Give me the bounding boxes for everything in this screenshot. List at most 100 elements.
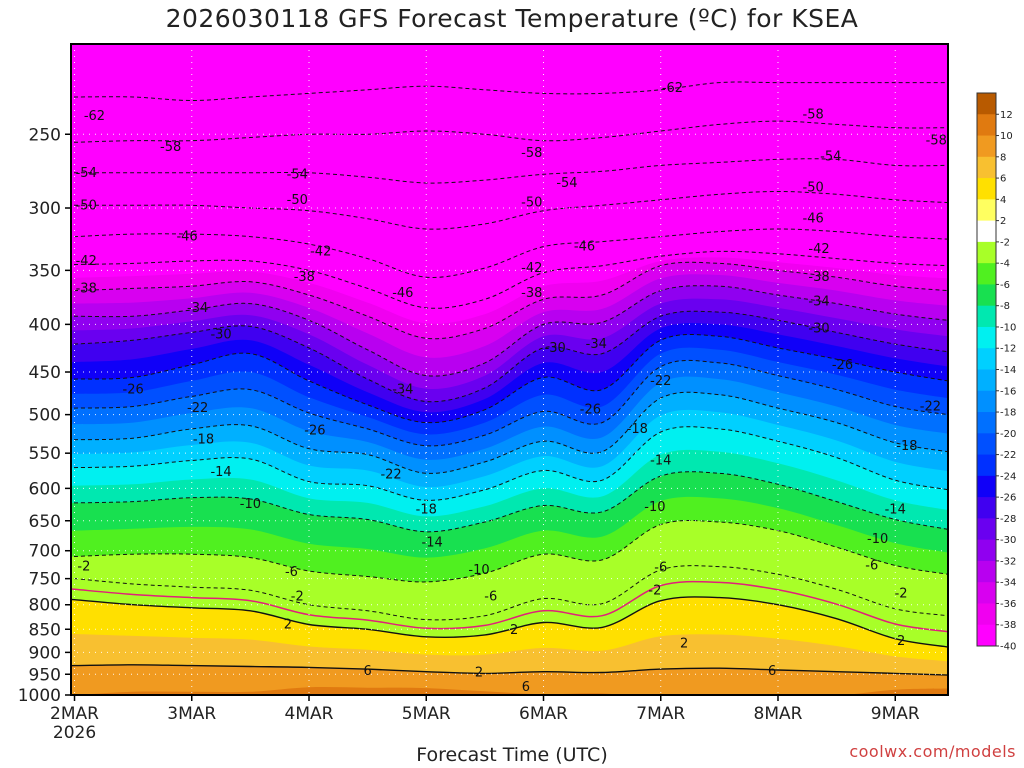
contour-label: -46 bbox=[176, 230, 197, 245]
colorbar-swatch bbox=[977, 263, 996, 285]
isotherm--26 bbox=[71, 333, 948, 424]
contour-label: -54 bbox=[76, 166, 97, 181]
contour-label: -14 bbox=[210, 465, 231, 480]
contour-label: -22 bbox=[920, 399, 941, 414]
colorbar-label--2: -2 bbox=[1000, 237, 1010, 248]
contour-label: -46 bbox=[392, 286, 413, 301]
plot-frame bbox=[70, 43, 949, 696]
colorbar-swatch bbox=[977, 220, 996, 243]
colorbar-label--28: -28 bbox=[1000, 514, 1016, 525]
colorbar-label--6: -6 bbox=[1000, 280, 1010, 291]
contour-label: -2 bbox=[895, 586, 908, 601]
contour-label: -30 bbox=[808, 321, 829, 336]
colorbar-label--24: -24 bbox=[1000, 471, 1016, 482]
x-tick-label-4MAR: 4MAR bbox=[285, 704, 334, 724]
contour-label: -30 bbox=[210, 327, 231, 342]
colorbar-label-2: 2 bbox=[1000, 216, 1006, 227]
freezing-line bbox=[71, 580, 948, 633]
y-tick-label-700: 700 bbox=[29, 542, 61, 562]
contour-label: -38 bbox=[294, 270, 315, 285]
contour-label: -10 bbox=[644, 500, 665, 515]
isotherm--2 bbox=[71, 565, 948, 621]
contour-label: -18 bbox=[627, 422, 648, 437]
colorbar-swatch bbox=[977, 326, 996, 349]
y-tick-label-950: 950 bbox=[29, 665, 61, 685]
isotherm--58 bbox=[71, 120, 948, 143]
contour-label: -6 bbox=[484, 590, 497, 605]
contour-label: -22 bbox=[380, 468, 401, 483]
credit-link[interactable]: coolwx.com/models bbox=[849, 742, 1016, 761]
contour-label: -6 bbox=[654, 561, 667, 576]
contour-label: -54 bbox=[556, 176, 577, 191]
colorbar-label--14: -14 bbox=[1000, 365, 1016, 376]
y-tick-label-350: 350 bbox=[29, 261, 61, 281]
contour-label: -38 bbox=[76, 281, 97, 296]
colorbar-label--18: -18 bbox=[1000, 408, 1016, 419]
isotherm--46 bbox=[71, 228, 948, 278]
colorbar-label-8: 8 bbox=[1000, 152, 1006, 163]
contour-label: 2 bbox=[680, 636, 688, 651]
y-tick-label-600: 600 bbox=[29, 479, 61, 499]
colorbar-swatch bbox=[977, 603, 996, 626]
isotherm-6 bbox=[71, 664, 948, 676]
contour-label: 2 bbox=[510, 623, 518, 638]
contour-label: -2 bbox=[291, 590, 304, 605]
colorbar-label--4: -4 bbox=[1000, 259, 1010, 270]
x-axis-label: Forecast Time (UTC) bbox=[416, 744, 608, 766]
colorbar-swatch bbox=[977, 178, 996, 200]
x-tick-sublabel: 2026 bbox=[53, 723, 96, 743]
contour-label: -26 bbox=[832, 358, 853, 373]
isotherm--6 bbox=[71, 520, 948, 583]
y-tick-label-450: 450 bbox=[29, 363, 61, 383]
contour-label: -10 bbox=[468, 563, 489, 578]
contour-label: -38 bbox=[808, 270, 829, 285]
band-8 bbox=[71, 686, 948, 695]
contour-label: -14 bbox=[650, 453, 671, 468]
contour-label: 2 bbox=[897, 634, 905, 649]
y-tick-label-250: 250 bbox=[29, 125, 61, 145]
isotherm--62 bbox=[71, 81, 948, 102]
colorbar-label--38: -38 bbox=[1000, 620, 1016, 631]
y-tick-label-650: 650 bbox=[29, 512, 61, 532]
y-tick-label-850: 850 bbox=[29, 620, 61, 640]
colorbar-swatch bbox=[977, 348, 996, 370]
contour-label: -30 bbox=[545, 341, 566, 356]
colorbar-label--34: -34 bbox=[1000, 578, 1016, 589]
isotherm--14 bbox=[71, 426, 948, 501]
colorbar-label-10: 10 bbox=[1000, 131, 1013, 142]
contour-label: -18 bbox=[416, 502, 437, 517]
y-tick-label-300: 300 bbox=[29, 199, 61, 219]
contour-label: 6 bbox=[768, 664, 776, 679]
colorbar-label--22: -22 bbox=[1000, 450, 1016, 461]
colorbar-label--40: -40 bbox=[1000, 642, 1016, 653]
contour-label: -22 bbox=[187, 401, 208, 416]
contour-label: -54 bbox=[820, 149, 841, 164]
colorbar-label-12: 12 bbox=[1000, 110, 1013, 121]
contour-label: 6 bbox=[363, 664, 371, 679]
contour-label: -10 bbox=[240, 497, 261, 512]
colorbar-label--30: -30 bbox=[1000, 535, 1016, 546]
colorbar-label--20: -20 bbox=[1000, 429, 1016, 440]
contour-label: 2 bbox=[284, 617, 292, 632]
contour-label: -62 bbox=[84, 109, 105, 124]
x-tick-label-7MAR: 7MAR bbox=[636, 704, 685, 724]
x-tick-label-6MAR: 6MAR bbox=[519, 704, 568, 724]
x-tick-label-5MAR: 5MAR bbox=[402, 704, 451, 724]
y-tick-label-400: 400 bbox=[29, 315, 61, 335]
contour-label: -42 bbox=[76, 254, 97, 269]
colorbar-swatch bbox=[977, 412, 996, 434]
contour-label: -54 bbox=[287, 167, 308, 182]
y-tick-label-550: 550 bbox=[29, 444, 61, 464]
colorbar-swatch bbox=[977, 156, 996, 179]
colorbar-label--26: -26 bbox=[1000, 493, 1016, 504]
contour-label: -46 bbox=[574, 240, 595, 255]
colorbar-swatch bbox=[977, 518, 996, 541]
isotherm--54 bbox=[71, 158, 948, 184]
colorbar-swatch bbox=[977, 114, 996, 137]
colorbar-swatch bbox=[977, 284, 996, 307]
contour-label: -26 bbox=[304, 423, 325, 438]
colorbar-label--16: -16 bbox=[1000, 386, 1016, 397]
colorbar-swatch bbox=[977, 582, 996, 604]
chart-title: 2026030118 GFS Forecast Temperature (ºC)… bbox=[165, 4, 859, 33]
colorbar-swatch bbox=[977, 433, 996, 456]
